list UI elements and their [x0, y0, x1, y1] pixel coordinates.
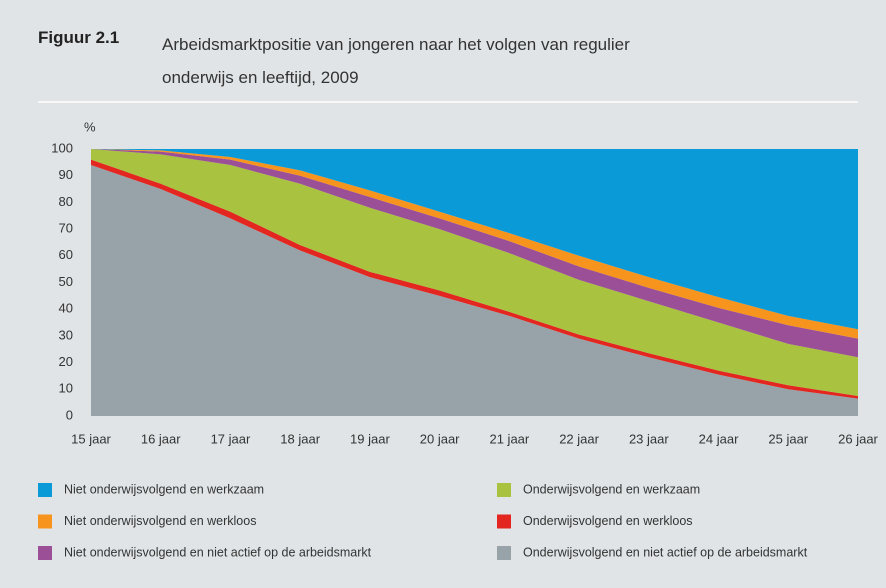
x-tick-label: 23 jaar	[629, 431, 669, 446]
legend-swatch	[497, 514, 511, 529]
x-tick-label: 18 jaar	[280, 431, 320, 446]
legend-swatch	[38, 546, 52, 560]
area	[91, 149, 858, 330]
y-tick-label: 0	[66, 407, 73, 422]
area	[91, 149, 858, 339]
y-tick-label: 100	[51, 140, 73, 155]
legend-swatch	[497, 483, 511, 497]
x-tick-label: 19 jaar	[350, 431, 390, 446]
legend-label: Onderwijsvolgend en werkloos	[523, 514, 693, 528]
y-tick-label: 20	[59, 354, 73, 369]
y-tick-label: 30	[59, 327, 73, 342]
legend-label: Onderwijsvolgend en werkzaam	[523, 482, 700, 496]
y-tick-label: 10	[59, 381, 73, 396]
x-tick-label: 25 jaar	[768, 431, 808, 446]
figure-label: Figuur 2.1	[38, 28, 120, 47]
y-tick-label: 50	[59, 274, 73, 289]
x-tick-label: 22 jaar	[559, 431, 599, 446]
area	[91, 149, 858, 358]
y-axis-label: %	[84, 119, 96, 134]
legend-swatch	[497, 546, 511, 560]
chart-title: Arbeidsmarktpositie van jongeren naar he…	[162, 35, 630, 87]
legend-swatch	[38, 514, 52, 529]
y-tick-label: 90	[59, 167, 73, 182]
y-tick-label: 70	[59, 221, 73, 236]
legend-label: Onderwijsvolgend en niet actief op de ar…	[523, 545, 808, 559]
x-tick-label: 24 jaar	[699, 431, 739, 446]
y-tick-label: 40	[59, 301, 73, 316]
legend-label: Niet onderwijsvolgend en werkloos	[64, 514, 256, 528]
x-tick-label: 26 jaar	[838, 431, 878, 446]
y-tick-label: 80	[59, 194, 73, 209]
x-tick-label: 15 jaar	[71, 431, 111, 446]
legend-swatch	[38, 483, 52, 497]
area	[91, 149, 858, 396]
x-tick-label: 20 jaar	[420, 431, 460, 446]
x-tick-label: 17 jaar	[211, 431, 251, 446]
x-tick-label: 21 jaar	[489, 431, 529, 446]
y-tick-label: 60	[59, 247, 73, 262]
x-tick-label: 16 jaar	[141, 431, 181, 446]
legend-label: Niet onderwijsvolgend en werkzaam	[64, 482, 264, 496]
area	[91, 165, 858, 416]
legend-label: Niet onderwijsvolgend en niet actief op …	[64, 545, 372, 559]
